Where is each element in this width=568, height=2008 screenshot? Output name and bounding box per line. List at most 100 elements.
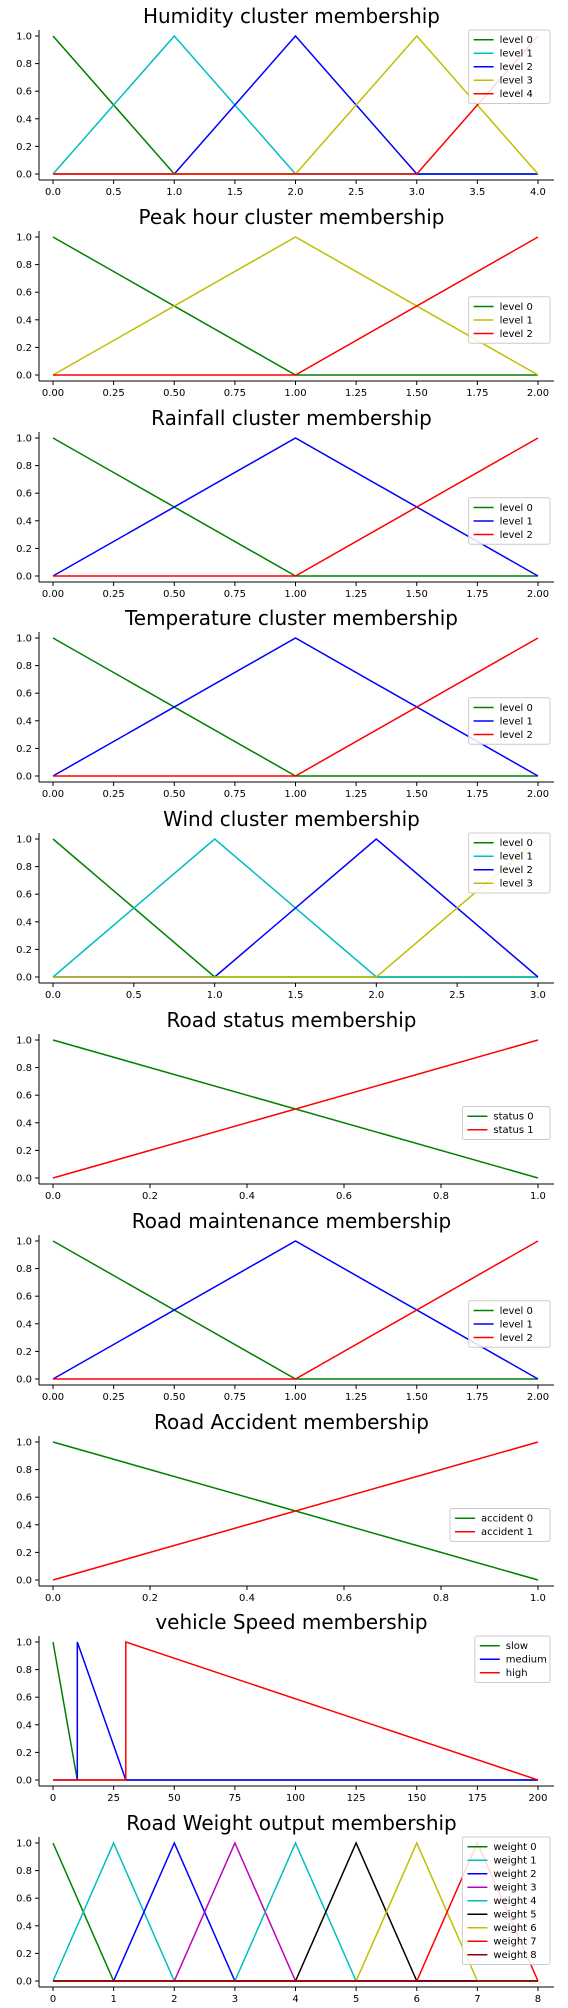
legend-label: weight 8 <box>493 1950 536 1961</box>
chart-panel-1: Peak hour cluster membership 0.00 0.25 0.50… <box>16 205 554 399</box>
x-tick-label: 1.50 <box>406 1392 428 1403</box>
legend-label: accident 0 <box>481 1513 533 1524</box>
x-tick-label: 0.25 <box>103 1392 125 1403</box>
legend-label: weight 5 <box>493 1910 536 1921</box>
x-tick-label: 3 <box>232 1994 238 2005</box>
legend-label: weight 4 <box>493 1896 536 1907</box>
y-tick-label: 0.2 <box>16 744 32 755</box>
y-tick-label: 0.8 <box>16 661 32 672</box>
legend-label: weight 0 <box>493 1842 536 1853</box>
x-tick-label: 0.75 <box>224 789 246 800</box>
series-line-level-0 <box>52 35 538 175</box>
x-tick-label: 0.4 <box>239 1593 255 1604</box>
series-line-level-1 <box>52 34 538 175</box>
x-tick-label: 0.00 <box>42 388 64 399</box>
chart-title: Road Weight output membership <box>126 1811 456 1835</box>
x-tick-label: 8 <box>535 1994 541 2005</box>
y-tick-label: 0.8 <box>16 260 32 271</box>
y-tick-label: 0.4 <box>16 315 32 326</box>
x-tick-label: 0 <box>50 1793 56 1804</box>
y-tick-label: 0.6 <box>16 87 32 98</box>
chart-panel-7: Road Accident membership 0.0 0.2 0.4 0.6 0.8 1… <box>16 1410 554 1604</box>
legend-label: weight 2 <box>493 1869 536 1880</box>
x-tick-label: 0.0 <box>45 1191 61 1202</box>
y-tick-label: 0.4 <box>16 1921 32 1932</box>
legend-label: slow <box>506 1642 528 1653</box>
chart-panel-9: Road Weight output membership 0 1 2 3 4 5 6 7 8 0.… <box>16 1811 554 2005</box>
legend-label: level 2 <box>500 1333 533 1344</box>
legend: level 0 level 1 level 2 <box>468 296 551 344</box>
x-tick-label: 0 <box>50 1994 56 2005</box>
series-line-level-0 <box>52 637 538 778</box>
chart-panel-2: Rainfall cluster membership 0.00 0.25 0.50 0… <box>16 406 554 600</box>
y-tick-label: 0.0 <box>16 571 32 582</box>
x-tick-label: 3.5 <box>469 187 485 198</box>
x-tick-label: 25 <box>107 1793 120 1804</box>
series-line-level-2 <box>53 236 539 376</box>
x-tick-label: 2.00 <box>527 1392 549 1403</box>
legend: slow medium high <box>474 1635 551 1684</box>
x-tick-label: 0.6 <box>336 1593 352 1604</box>
x-tick-label: 2.00 <box>527 589 549 600</box>
legend-label: level 0 <box>500 35 533 46</box>
chart-title: Road maintenance membership <box>132 1209 452 1233</box>
y-tick-label: 0.8 <box>16 1866 32 1877</box>
chart-panel-6: Road maintenance membership 0.00 0.25 0.50 0… <box>16 1209 554 1403</box>
legend: level 0 level 1 level 2 level 3 level 4 <box>468 29 551 104</box>
x-tick-label: 2.0 <box>288 187 304 198</box>
y-tick-label: 0.0 <box>16 169 32 180</box>
legend-label: level 1 <box>500 49 533 60</box>
series-line-level-1 <box>52 1239 539 1380</box>
chart-panel-5: Road status membership 0.0 0.2 0.4 0.6 0.8 1.0… <box>16 1008 554 1202</box>
y-tick-label: 0.2 <box>16 142 32 153</box>
x-tick-label: 0.00 <box>42 789 64 800</box>
x-tick-label: 0.2 <box>142 1191 158 1202</box>
legend-label: level 2 <box>500 730 533 741</box>
legend: level 0 level 1 level 2 <box>468 697 551 746</box>
x-tick-label: 1.50 <box>406 388 428 399</box>
y-tick-label: 0.6 <box>16 890 32 901</box>
x-tick-label: 1.00 <box>284 789 306 800</box>
x-tick-label: 0.0 <box>45 187 61 198</box>
x-tick-label: 50 <box>168 1793 181 1804</box>
y-tick-label: 0.4 <box>16 717 32 728</box>
y-tick-label: 0.0 <box>16 973 32 984</box>
y-tick-label: 0.0 <box>16 1173 32 1184</box>
series-line-level-2 <box>53 436 539 577</box>
x-tick-label: 1.75 <box>466 388 488 399</box>
x-tick-label: 2.0 <box>368 990 384 1001</box>
x-tick-label: 0.0 <box>45 1593 61 1604</box>
y-tick-label: 0.4 <box>16 114 32 125</box>
x-tick-label: 125 <box>347 1793 366 1804</box>
x-tick-label: 0.75 <box>224 589 246 600</box>
legend-label: level 1 <box>500 852 533 863</box>
y-tick-label: 0.6 <box>16 1693 32 1704</box>
x-tick-label: 1.25 <box>345 589 367 600</box>
y-tick-label: 1.0 <box>16 1638 32 1649</box>
legend-box <box>474 1635 551 1684</box>
legend-label: level 2 <box>500 329 533 340</box>
series-line-level-2 <box>53 838 539 978</box>
x-tick-label: 0.50 <box>163 388 185 399</box>
y-tick-label: 0.4 <box>16 1520 32 1531</box>
y-tick-label: 1.0 <box>16 433 32 444</box>
chart-panel-0: Humidity cluster membership 0.0 0.5 1.0 1.5 2… <box>16 4 554 198</box>
x-tick-label: 150 <box>407 1793 426 1804</box>
y-tick-label: 0.6 <box>16 1291 32 1302</box>
legend-label: weight 1 <box>493 1856 536 1867</box>
legend-box <box>468 832 551 894</box>
chart-title: Humidity cluster membership <box>143 4 440 28</box>
series-line-level-2 <box>53 34 538 175</box>
legend-label: level 0 <box>500 1306 533 1317</box>
chart-panel-4: Wind cluster membership 0.0 0.5 1.0 1.5 2.0 2.… <box>16 807 554 1001</box>
legend-box <box>449 1507 551 1542</box>
y-tick-label: 1.0 <box>16 232 32 243</box>
legend-label: status 1 <box>493 1125 533 1136</box>
x-tick-label: 0.50 <box>163 789 185 800</box>
y-tick-label: 0.8 <box>16 1063 32 1074</box>
x-tick-label: 100 <box>286 1793 305 1804</box>
y-tick-label: 1.0 <box>16 31 32 42</box>
x-tick-label: 0.5 <box>126 990 142 1001</box>
x-tick-label: 1.75 <box>466 589 488 600</box>
